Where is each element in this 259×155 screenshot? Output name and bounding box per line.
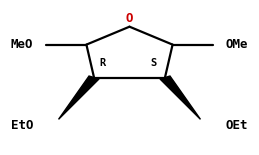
Text: OMe: OMe: [226, 38, 248, 51]
Text: R: R: [100, 58, 106, 68]
Polygon shape: [160, 76, 200, 119]
Text: EtO: EtO: [11, 119, 33, 132]
Polygon shape: [59, 76, 99, 119]
Text: OEt: OEt: [226, 119, 248, 132]
Text: S: S: [150, 58, 157, 68]
Text: O: O: [126, 12, 133, 25]
Text: MeO: MeO: [11, 38, 33, 51]
